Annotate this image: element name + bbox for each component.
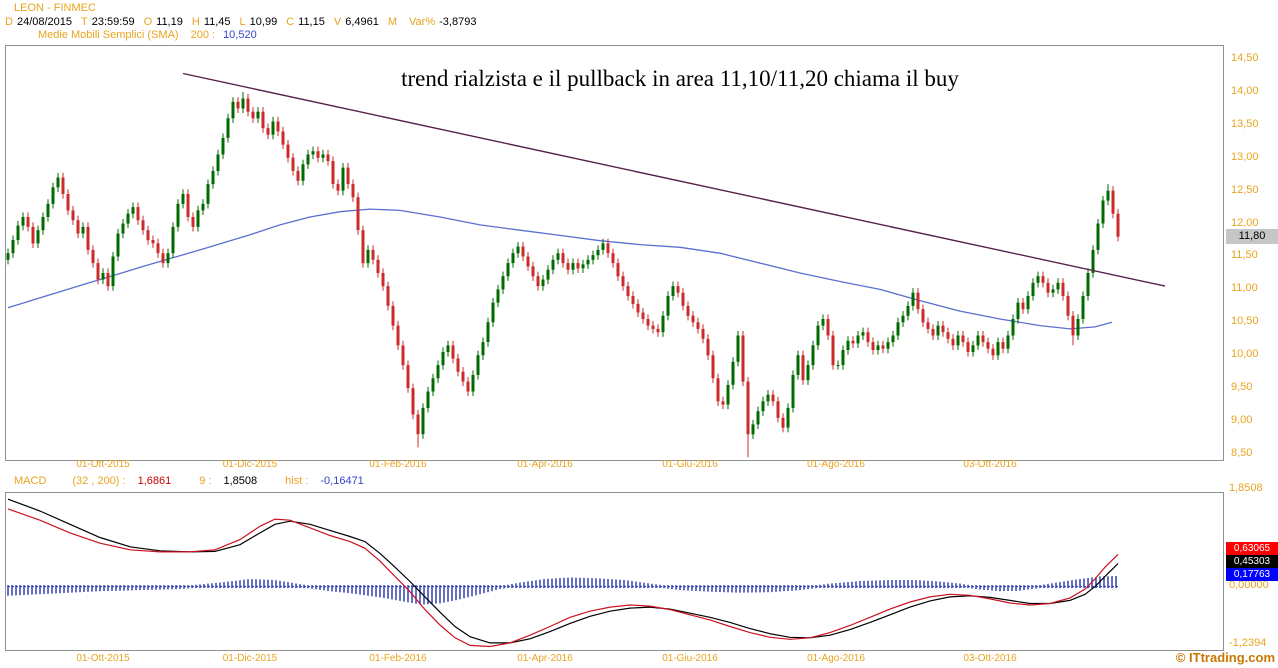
date-tick-label: 01-Dic-2015 bbox=[222, 459, 278, 470]
ohlc-info-bar: D 24/08/2015 T 23:59:59 O 11,19 H 11,45 L 10,99 C 1… bbox=[5, 16, 485, 28]
price-axis-label: 11,00 bbox=[1231, 282, 1258, 294]
price-axis-label: 14,50 bbox=[1231, 52, 1259, 64]
last-price-badge: 11,80 bbox=[1226, 229, 1278, 244]
field-value: 10,99 bbox=[249, 16, 278, 28]
price-axis-label: 12,00 bbox=[1231, 217, 1259, 229]
field-value: 11,19 bbox=[156, 16, 183, 28]
macd-axis-top-label: 1,8508 bbox=[1229, 482, 1263, 494]
date-tick-label: 01-Giu-2016 bbox=[662, 459, 718, 470]
field-label: M bbox=[387, 16, 398, 28]
price-axis-label: 8,50 bbox=[1231, 447, 1253, 459]
chart-annotation: trend rialzista e il pullback in area 11… bbox=[401, 66, 959, 91]
price-axis-label: 12,50 bbox=[1231, 184, 1259, 196]
field-value: 23:59:59 bbox=[91, 16, 135, 28]
price-axis-label: 11,50 bbox=[1231, 249, 1258, 261]
field-label: Var% bbox=[409, 16, 436, 28]
price-axis-label: 14,00 bbox=[1231, 85, 1259, 97]
field-value: 6,4961 bbox=[345, 16, 379, 28]
field-value: 11,45 bbox=[203, 16, 231, 28]
macd-axis-bottom-label: -1,2394 bbox=[1229, 637, 1267, 649]
date-tick-label: 03-Ott-2016 bbox=[963, 459, 1017, 470]
macd-params-label: (32 , 200) : bbox=[72, 475, 126, 487]
price-chart-panel[interactable] bbox=[5, 45, 1224, 461]
price-axis-label: 9,50 bbox=[1231, 381, 1253, 393]
macd-hist-label: hist : bbox=[285, 475, 309, 487]
date-tick-label: 01-Feb-2016 bbox=[369, 653, 427, 664]
price-axis-label: 10,00 bbox=[1231, 348, 1259, 360]
price-axis-label: 13,50 bbox=[1231, 118, 1259, 130]
macd-axis-zero-label: 0,00000 bbox=[1229, 579, 1269, 591]
date-tick-label: 03-Ott-2016 bbox=[963, 653, 1017, 664]
field-value: 24/08/2015 bbox=[16, 16, 73, 28]
field-label: V bbox=[333, 16, 342, 28]
price-axis-label: 9,00 bbox=[1231, 414, 1253, 426]
macd-header: MACD (32 , 200) : 1,6861 9 : 1,8508 hist… bbox=[14, 475, 392, 487]
date-tick-label: 01-Ott-2015 bbox=[76, 459, 130, 470]
date-tick-label: 01-Ago-2016 bbox=[807, 653, 865, 664]
macd-signal-value: 1,8508 bbox=[223, 475, 258, 487]
sma-legend: Medie Mobili Semplici (SMA) 200 : 10,520 bbox=[38, 29, 257, 41]
ittrading-logo: © ITtrading.com bbox=[1175, 650, 1275, 665]
sma-current-value: 10,520 bbox=[223, 29, 257, 41]
macd-line-value-badge: 0,45303 bbox=[1226, 555, 1278, 568]
field-label: L bbox=[239, 16, 246, 28]
date-tick-label: 01-Apr-2016 bbox=[517, 653, 573, 664]
date-tick-label: 01-Feb-2016 bbox=[369, 459, 427, 470]
instrument-title: LEON - FINMEC bbox=[14, 2, 96, 14]
field-label: H bbox=[191, 16, 200, 28]
macd-signal-label: 9 : bbox=[199, 475, 212, 487]
macd-indicator-panel[interactable] bbox=[5, 492, 1224, 651]
price-axis-label: 10,50 bbox=[1231, 315, 1259, 327]
field-label: C bbox=[286, 16, 295, 28]
sma-legend-name: Medie Mobili Semplici (SMA) bbox=[38, 29, 179, 41]
macd-params-value: 1,6861 bbox=[137, 475, 172, 487]
macd-line-value-badge: 0,17763 bbox=[1226, 568, 1278, 581]
date-tick-label: 01-Ott-2015 bbox=[76, 653, 130, 664]
field-value: 11,15 bbox=[298, 16, 325, 28]
date-tick-label: 01-Ago-2016 bbox=[807, 459, 865, 470]
macd-line-value-badge: 0,63065 bbox=[1226, 542, 1278, 555]
field-label: O bbox=[143, 16, 153, 28]
field-value: -3,8793 bbox=[439, 16, 477, 28]
price-axis-label: 13,00 bbox=[1231, 151, 1259, 163]
sma-period-label: 200 : bbox=[190, 29, 216, 41]
date-tick-label: 01-Giu-2016 bbox=[662, 653, 718, 664]
field-label: T bbox=[81, 16, 88, 28]
macd-title: MACD bbox=[14, 475, 47, 487]
macd-hist-value: -0,16471 bbox=[320, 475, 364, 487]
field-label: D bbox=[5, 16, 13, 28]
date-tick-label: 01-Dic-2015 bbox=[222, 653, 278, 664]
date-tick-label: 01-Apr-2016 bbox=[517, 459, 573, 470]
